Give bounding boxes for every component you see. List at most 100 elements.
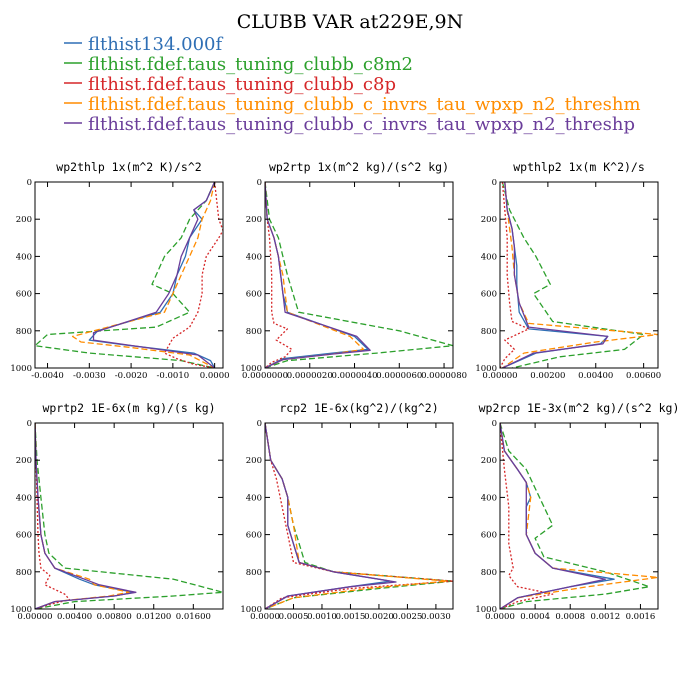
x-tick-label: 0.01200 — [136, 612, 171, 622]
plot-frame — [499, 181, 659, 369]
y-tick-label: 400 — [481, 493, 497, 503]
series-line-1 — [265, 423, 391, 609]
series-line-3 — [265, 423, 453, 609]
y-tick-label: 0 — [492, 419, 497, 429]
panel-1: wp2thlp 1x(m^2 K)/s^202004006008001000-0… — [10, 160, 229, 381]
series-line-4 — [265, 182, 365, 368]
x-tick-label: 0.0015 — [336, 612, 366, 622]
series-line-5 — [500, 423, 606, 609]
legend-entry-5: flthist.fdef.taus_tuning_clubb_c_invrs_t… — [64, 114, 635, 135]
y-tick-label: 200 — [246, 456, 262, 466]
panel-title: wp2rcp 1E-3x(m^2 kg)/(s^2 kg) — [479, 401, 680, 415]
series-line-5 — [265, 182, 371, 368]
plot-frame — [34, 422, 224, 610]
series-line-3 — [500, 423, 554, 609]
x-tick-label: 0.0000 — [250, 612, 280, 622]
x-tick-label: 0.01600 — [176, 612, 211, 622]
x-tick-label: 0.0025 — [393, 612, 423, 622]
y-tick-label: 1000 — [240, 605, 262, 615]
legend-entry-2: flthist.fdef.taus_tuning_clubb_c8m2 — [64, 54, 413, 75]
series-line-5 — [502, 182, 609, 368]
y-tick-label: 0 — [257, 419, 262, 429]
x-tick-label: 0.0030 — [421, 612, 451, 622]
x-tick-label: 0.0005 — [279, 612, 309, 622]
y-tick-label: 600 — [246, 290, 262, 300]
x-tick-label: -0.0040 — [31, 371, 64, 381]
panel-title: wpthlp2 1x(m K^2)/s — [513, 160, 645, 174]
series-group — [500, 182, 658, 368]
y-tick-label: 400 — [481, 252, 497, 262]
series-line-1 — [88, 182, 216, 368]
x-tick-label: 0.00000 — [482, 371, 517, 381]
x-tick-label: 0.0000060 — [376, 371, 422, 381]
panel-4: wprtp2 1E-6x(m kg)/(s kg) 0 200 400 600 800 10… — [10, 401, 224, 622]
plot-frame — [264, 422, 454, 610]
series-line-1 — [502, 182, 609, 368]
y-tick-label: 800 — [246, 568, 262, 578]
series-line-2 — [500, 423, 650, 609]
plot-frame — [499, 422, 659, 610]
legend: flthist134.000f flthist.fdef.taus_tuning… — [64, 34, 641, 135]
legend-label-1: flthist134.000f — [88, 34, 223, 55]
series-line-2 — [35, 423, 223, 609]
y-tick-label: 600 — [481, 290, 497, 300]
legend-entry-3: flthist.fdef.taus_tuning_clubb_c8p — [64, 74, 396, 95]
series-line-4 — [265, 423, 448, 609]
x-tick-label: -0.0020 — [115, 371, 148, 381]
y-tick-label: 200 — [481, 215, 497, 225]
panel-title: rcp2 1E-6x(kg^2)/(kg^2) — [279, 401, 438, 415]
series-line-4 — [502, 182, 658, 368]
x-tick-label: 0.00400 — [578, 371, 613, 381]
x-tick-label: 0.0004 — [520, 612, 550, 622]
y-tick-label: 800 — [16, 327, 32, 337]
y-tick-label: 400 — [16, 493, 32, 503]
y-tick-label: 400 — [246, 493, 262, 503]
legend-entry-1: flthist134.000f — [64, 34, 223, 55]
y-tick-label: 0 — [257, 178, 262, 188]
panel-title: wp2thlp 1x(m^2 K)/s^2 — [56, 160, 201, 174]
series-line-3 — [265, 182, 293, 368]
y-tick-label: 800 — [246, 327, 262, 337]
panel-title: wprtp2 1E-6x(m kg)/(s kg) — [42, 401, 215, 415]
series-line-5 — [265, 423, 397, 609]
plot-frame — [34, 181, 224, 369]
series-line-4 — [71, 182, 216, 368]
legend-label-4: flthist.fdef.taus_tuning_clubb_c_invrs_t… — [88, 94, 641, 115]
series-line-2 — [265, 423, 453, 609]
x-tick-label: 0.0000020 — [287, 371, 333, 381]
series-group — [35, 182, 223, 368]
panel-2: wp2rtp 1x(m^2 kg)/(s^2 kg) 0 200 400 600 800 1… — [240, 160, 467, 381]
y-tick-label: 200 — [16, 215, 32, 225]
series-line-1 — [35, 423, 135, 609]
x-tick-label: 0.00400 — [57, 612, 92, 622]
y-tick-label: 800 — [481, 568, 497, 578]
x-tick-label: 0.0016 — [626, 612, 656, 622]
y-tick-label: 600 — [246, 531, 262, 541]
legend-label-5: flthist.fdef.taus_tuning_clubb_c_invrs_t… — [88, 114, 635, 135]
y-tick-label: 1000 — [475, 364, 497, 374]
legend-label-3: flthist.fdef.taus_tuning_clubb_c8p — [88, 74, 396, 95]
x-tick-label: 0.0020 — [364, 612, 394, 622]
x-tick-label: 0.00200 — [530, 371, 565, 381]
panel-3: wpthlp2 1x(m K^2)/s020040060080010000.00… — [475, 160, 661, 381]
y-tick-label: 800 — [16, 568, 32, 578]
y-tick-label: 1000 — [10, 364, 32, 374]
panels: wp2thlp 1x(m^2 K)/s^202004006008001000-0… — [10, 160, 679, 622]
y-tick-label: 200 — [246, 215, 262, 225]
series-line-2 — [35, 182, 216, 368]
x-tick-label: 0.0000040 — [332, 371, 378, 381]
x-tick-label: 0.0000080 — [421, 371, 467, 381]
series-line-5 — [35, 423, 137, 609]
y-tick-label: 400 — [246, 252, 262, 262]
y-tick-label: 800 — [481, 327, 497, 337]
series-line-5 — [92, 182, 216, 368]
series-group — [265, 182, 453, 368]
series-line-2 — [501, 182, 645, 368]
series-group — [500, 423, 658, 609]
x-tick-label: -0.0010 — [157, 371, 190, 381]
x-tick-label: 0.00800 — [97, 612, 132, 622]
x-tick-label: 0.0012 — [590, 612, 620, 622]
y-tick-label: 600 — [16, 290, 32, 300]
x-tick-label: 0.0000000 — [242, 371, 288, 381]
y-tick-label: 1000 — [240, 364, 262, 374]
